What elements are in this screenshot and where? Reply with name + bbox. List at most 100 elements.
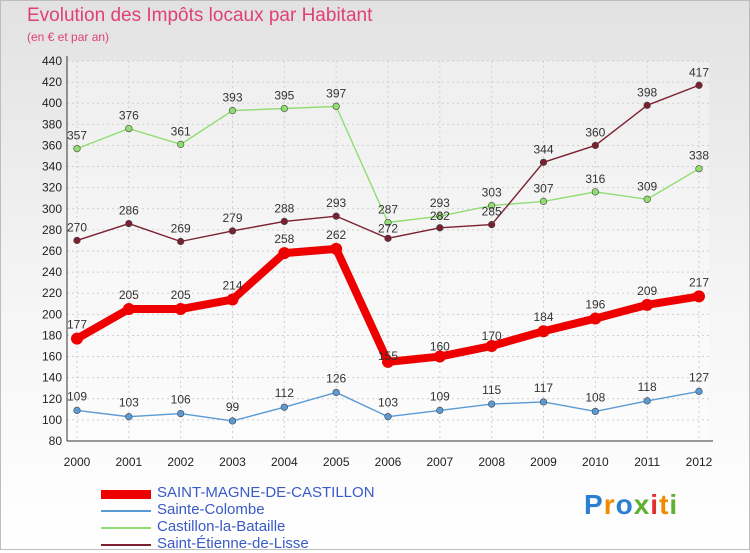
data-point bbox=[433, 350, 446, 363]
chart-title: Evolution des Impôts locaux par Habitant bbox=[27, 5, 373, 26]
data-point bbox=[695, 81, 703, 89]
y-tick-label: 320 bbox=[42, 181, 62, 195]
legend-label-0: SAINT-MAGNE-DE-CASTILLON bbox=[157, 484, 375, 501]
data-point bbox=[591, 188, 599, 196]
data-point bbox=[73, 406, 81, 414]
data-point bbox=[695, 165, 703, 173]
data-point bbox=[695, 387, 703, 395]
y-tick-label: 440 bbox=[42, 54, 62, 68]
data-point bbox=[228, 107, 237, 115]
data-label: 109 bbox=[430, 389, 450, 403]
data-label: 106 bbox=[171, 393, 191, 407]
data-point bbox=[488, 221, 496, 229]
data-point bbox=[280, 403, 288, 411]
data-point bbox=[125, 124, 133, 133]
data-point bbox=[436, 406, 444, 414]
data-point bbox=[125, 413, 133, 421]
data-label: 108 bbox=[585, 390, 605, 404]
data-label: 160 bbox=[430, 340, 450, 354]
logo-letter: i bbox=[669, 489, 679, 520]
x-tick-label: 2009 bbox=[530, 455, 557, 469]
y-tick-label: 420 bbox=[42, 75, 62, 89]
data-point bbox=[591, 141, 599, 150]
y-tick-label: 120 bbox=[42, 392, 62, 406]
data-point bbox=[226, 293, 239, 306]
legend-swatch-1 bbox=[101, 510, 151, 512]
data-point bbox=[591, 407, 599, 416]
data-label: 272 bbox=[378, 221, 398, 235]
axes: 80 100 120 140 160 180 200 220 240 260 280 300 320 34… bbox=[42, 54, 713, 469]
data-point bbox=[693, 290, 705, 303]
data-point bbox=[332, 212, 340, 220]
y-tick-label: 200 bbox=[42, 307, 62, 321]
data-point bbox=[280, 104, 288, 113]
y-tick-label: 80 bbox=[49, 434, 63, 448]
y-tick-label: 400 bbox=[42, 96, 62, 110]
data-label: 269 bbox=[171, 222, 191, 236]
data-label: 303 bbox=[482, 186, 502, 200]
x-tick-label: 2005 bbox=[323, 455, 350, 469]
y-tick-label: 260 bbox=[42, 244, 62, 258]
data-point bbox=[228, 227, 237, 235]
data-point bbox=[539, 158, 548, 166]
legend-label-3: Saint-Étienne-de-Lisse bbox=[157, 535, 309, 552]
logo-letter: i bbox=[650, 489, 660, 520]
data-point bbox=[643, 101, 651, 109]
data-point bbox=[643, 195, 651, 203]
data-label: 282 bbox=[430, 209, 450, 223]
data-label: 376 bbox=[119, 109, 139, 123]
data-label: 109 bbox=[67, 389, 87, 403]
data-point bbox=[278, 247, 291, 260]
data-point bbox=[384, 234, 392, 242]
data-label: 361 bbox=[171, 124, 191, 138]
data-point bbox=[228, 417, 237, 425]
data-point bbox=[485, 340, 498, 352]
logo-letter: x bbox=[633, 489, 651, 520]
x-tick-label: 2006 bbox=[375, 455, 402, 469]
data-label: 127 bbox=[689, 370, 709, 384]
data-point bbox=[332, 102, 340, 110]
data-label: 279 bbox=[222, 211, 242, 225]
y-tick-label: 240 bbox=[42, 265, 62, 279]
data-label: 293 bbox=[326, 196, 346, 210]
data-labels: 109 103 106 99 112 126 103 109 115 117 108 118 127 35… bbox=[67, 65, 709, 414]
logo-letter: P bbox=[584, 489, 604, 520]
data-label: 393 bbox=[222, 91, 242, 105]
legend-swatch-0 bbox=[101, 490, 151, 499]
grid bbox=[67, 60, 709, 442]
data-point bbox=[436, 212, 444, 220]
data-label: 417 bbox=[689, 65, 709, 79]
data-point bbox=[589, 312, 602, 325]
data-label: 177 bbox=[67, 318, 87, 332]
data-label: 103 bbox=[378, 396, 398, 410]
data-point bbox=[539, 197, 548, 205]
data-label: 344 bbox=[533, 142, 553, 156]
data-point bbox=[643, 397, 651, 405]
y-tick-label: 220 bbox=[42, 286, 62, 300]
data-label: 270 bbox=[67, 220, 87, 234]
proxiti-logo: Proxiti bbox=[584, 489, 678, 521]
y-tick-label: 280 bbox=[42, 223, 62, 237]
legend-label-2: Castillon-la-Bataille bbox=[157, 518, 286, 535]
y-tick-label: 380 bbox=[42, 117, 62, 131]
x-tick-label: 2011 bbox=[634, 455, 660, 469]
data-label: 287 bbox=[378, 203, 398, 217]
x-tick-label: 2003 bbox=[219, 455, 246, 469]
data-label: 360 bbox=[585, 125, 605, 139]
x-tick-label: 2004 bbox=[271, 455, 298, 469]
data-point bbox=[73, 236, 81, 245]
series-lines bbox=[71, 81, 705, 425]
data-label: 214 bbox=[222, 279, 242, 293]
data-label: 126 bbox=[326, 371, 346, 385]
data-label: 184 bbox=[533, 310, 553, 324]
data-label: 217 bbox=[689, 275, 709, 289]
y-tick-label: 180 bbox=[42, 328, 62, 342]
data-point bbox=[488, 400, 496, 408]
data-label: 357 bbox=[67, 129, 87, 143]
y-tick-label: 360 bbox=[42, 138, 62, 152]
data-point bbox=[177, 237, 185, 246]
x-tick-label: 2001 bbox=[115, 455, 142, 469]
data-label: 155 bbox=[378, 349, 398, 363]
